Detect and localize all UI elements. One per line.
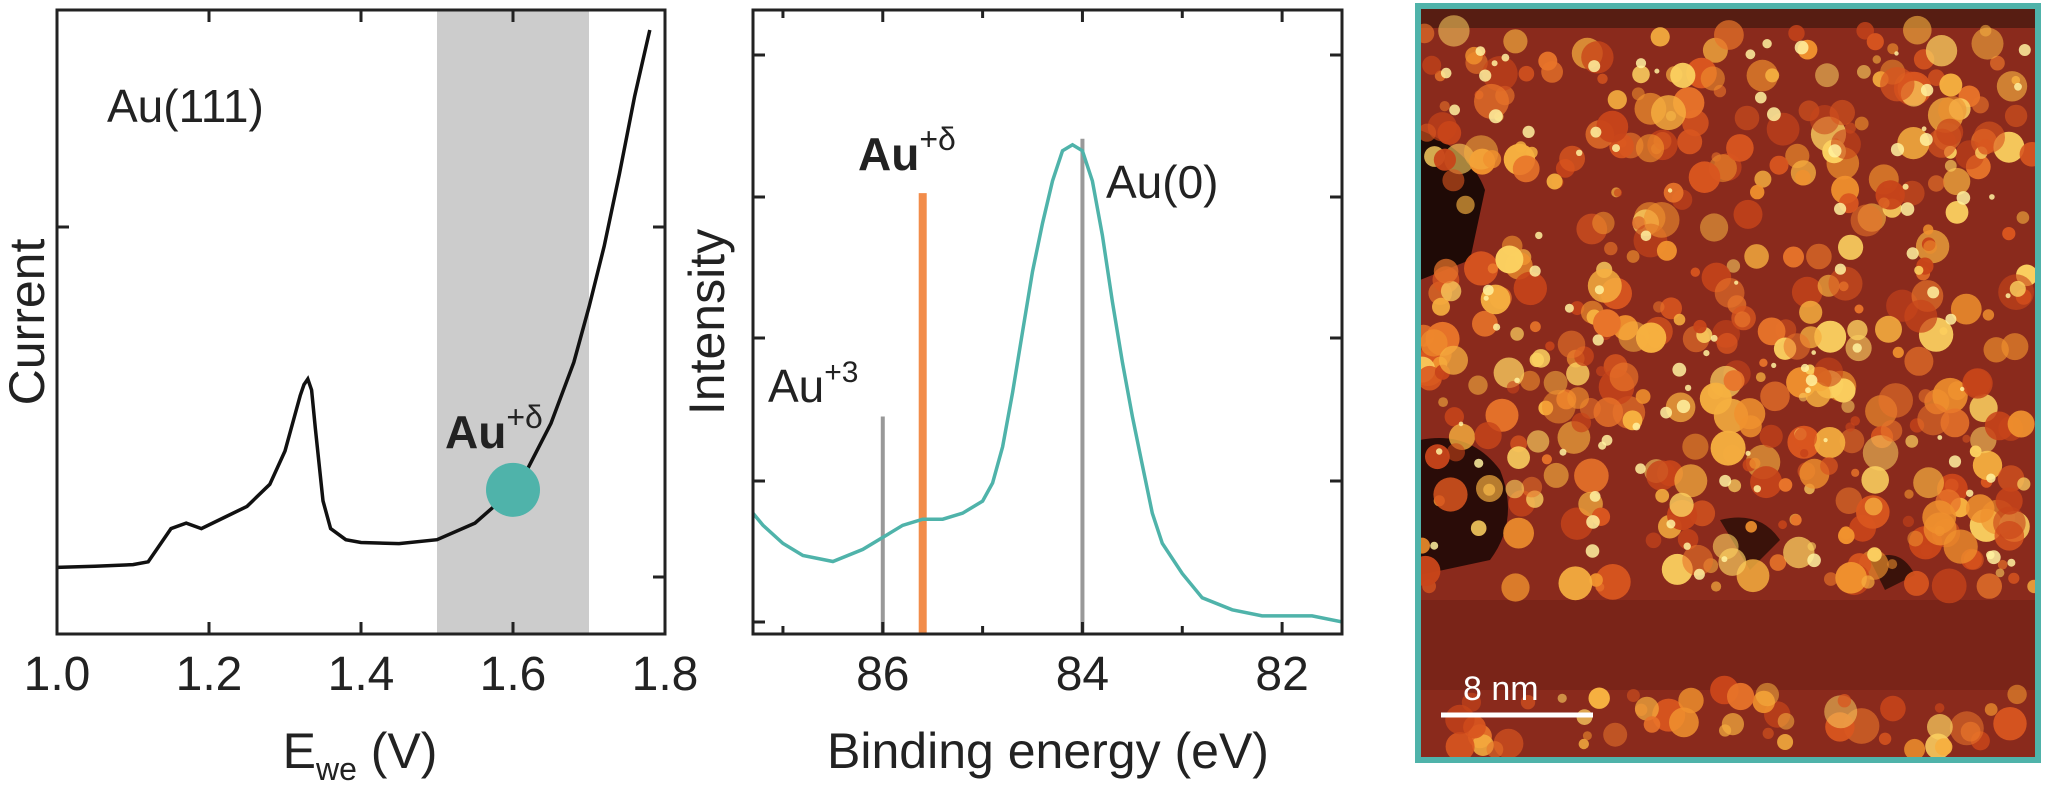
xps-series-line [753, 142, 1342, 624]
xps-x-axis: 86 84 82 [781, 10, 1309, 701]
stm-dark-region [1720, 517, 1780, 570]
cv-marker-point [486, 462, 540, 517]
xps-reference-lines [880, 138, 1085, 634]
cv-x-tick-label: 1.8 [632, 648, 699, 701]
xps-y-ticks [753, 53, 1342, 624]
stm-scale-bar-label: 8 nm [1463, 670, 1539, 708]
stm-image: 8 nm [1415, 3, 2041, 763]
cv-x-tick-label: 1.6 [480, 648, 547, 701]
xps-y-axis-label: Intensity [679, 229, 735, 415]
cv-chart: 1.0 1.2 1.4 1.6 1.8 Au(111) Au+δ Current Ewe… [0, 8, 699, 786]
cv-x-axis: 1.0 1.2 1.4 1.6 1.8 [24, 10, 699, 701]
cv-x-axis-label: Ewe (V) [283, 723, 438, 786]
stm-adatom-clusters [1420, 15, 2036, 758]
stm-image-frame [1415, 3, 2041, 763]
xps-label-au0: Au(0) [1106, 156, 1218, 208]
cv-annotation-label: Au+δ [445, 399, 543, 458]
xps-x-axis-label: Binding energy (eV) [827, 723, 1269, 779]
stm-dark-region [1420, 438, 1508, 575]
xps-label-au-delta: Au+δ [858, 121, 956, 180]
xps-x-tick-label: 84 [1056, 648, 1109, 701]
cv-highlight-band [437, 10, 589, 634]
cv-x-tick-label: 1.4 [328, 648, 395, 701]
xps-chart: 86 84 82 Au+3 Au+δ Au(0) Intensity Binding… [679, 8, 1344, 779]
xps-x-tick-label: 86 [856, 648, 909, 701]
cv-sample-label: Au(111) [107, 80, 264, 132]
cv-x-tick-label: 1.2 [176, 648, 243, 701]
cv-y-axis-label: Current [0, 239, 55, 406]
xps-x-tick-label: 82 [1255, 648, 1308, 701]
xps-plot-frame [751, 8, 1344, 636]
xps-label-au3: Au+3 [768, 356, 858, 412]
cv-series-line [56, 29, 652, 570]
cv-x-tick-label: 1.0 [24, 648, 91, 701]
